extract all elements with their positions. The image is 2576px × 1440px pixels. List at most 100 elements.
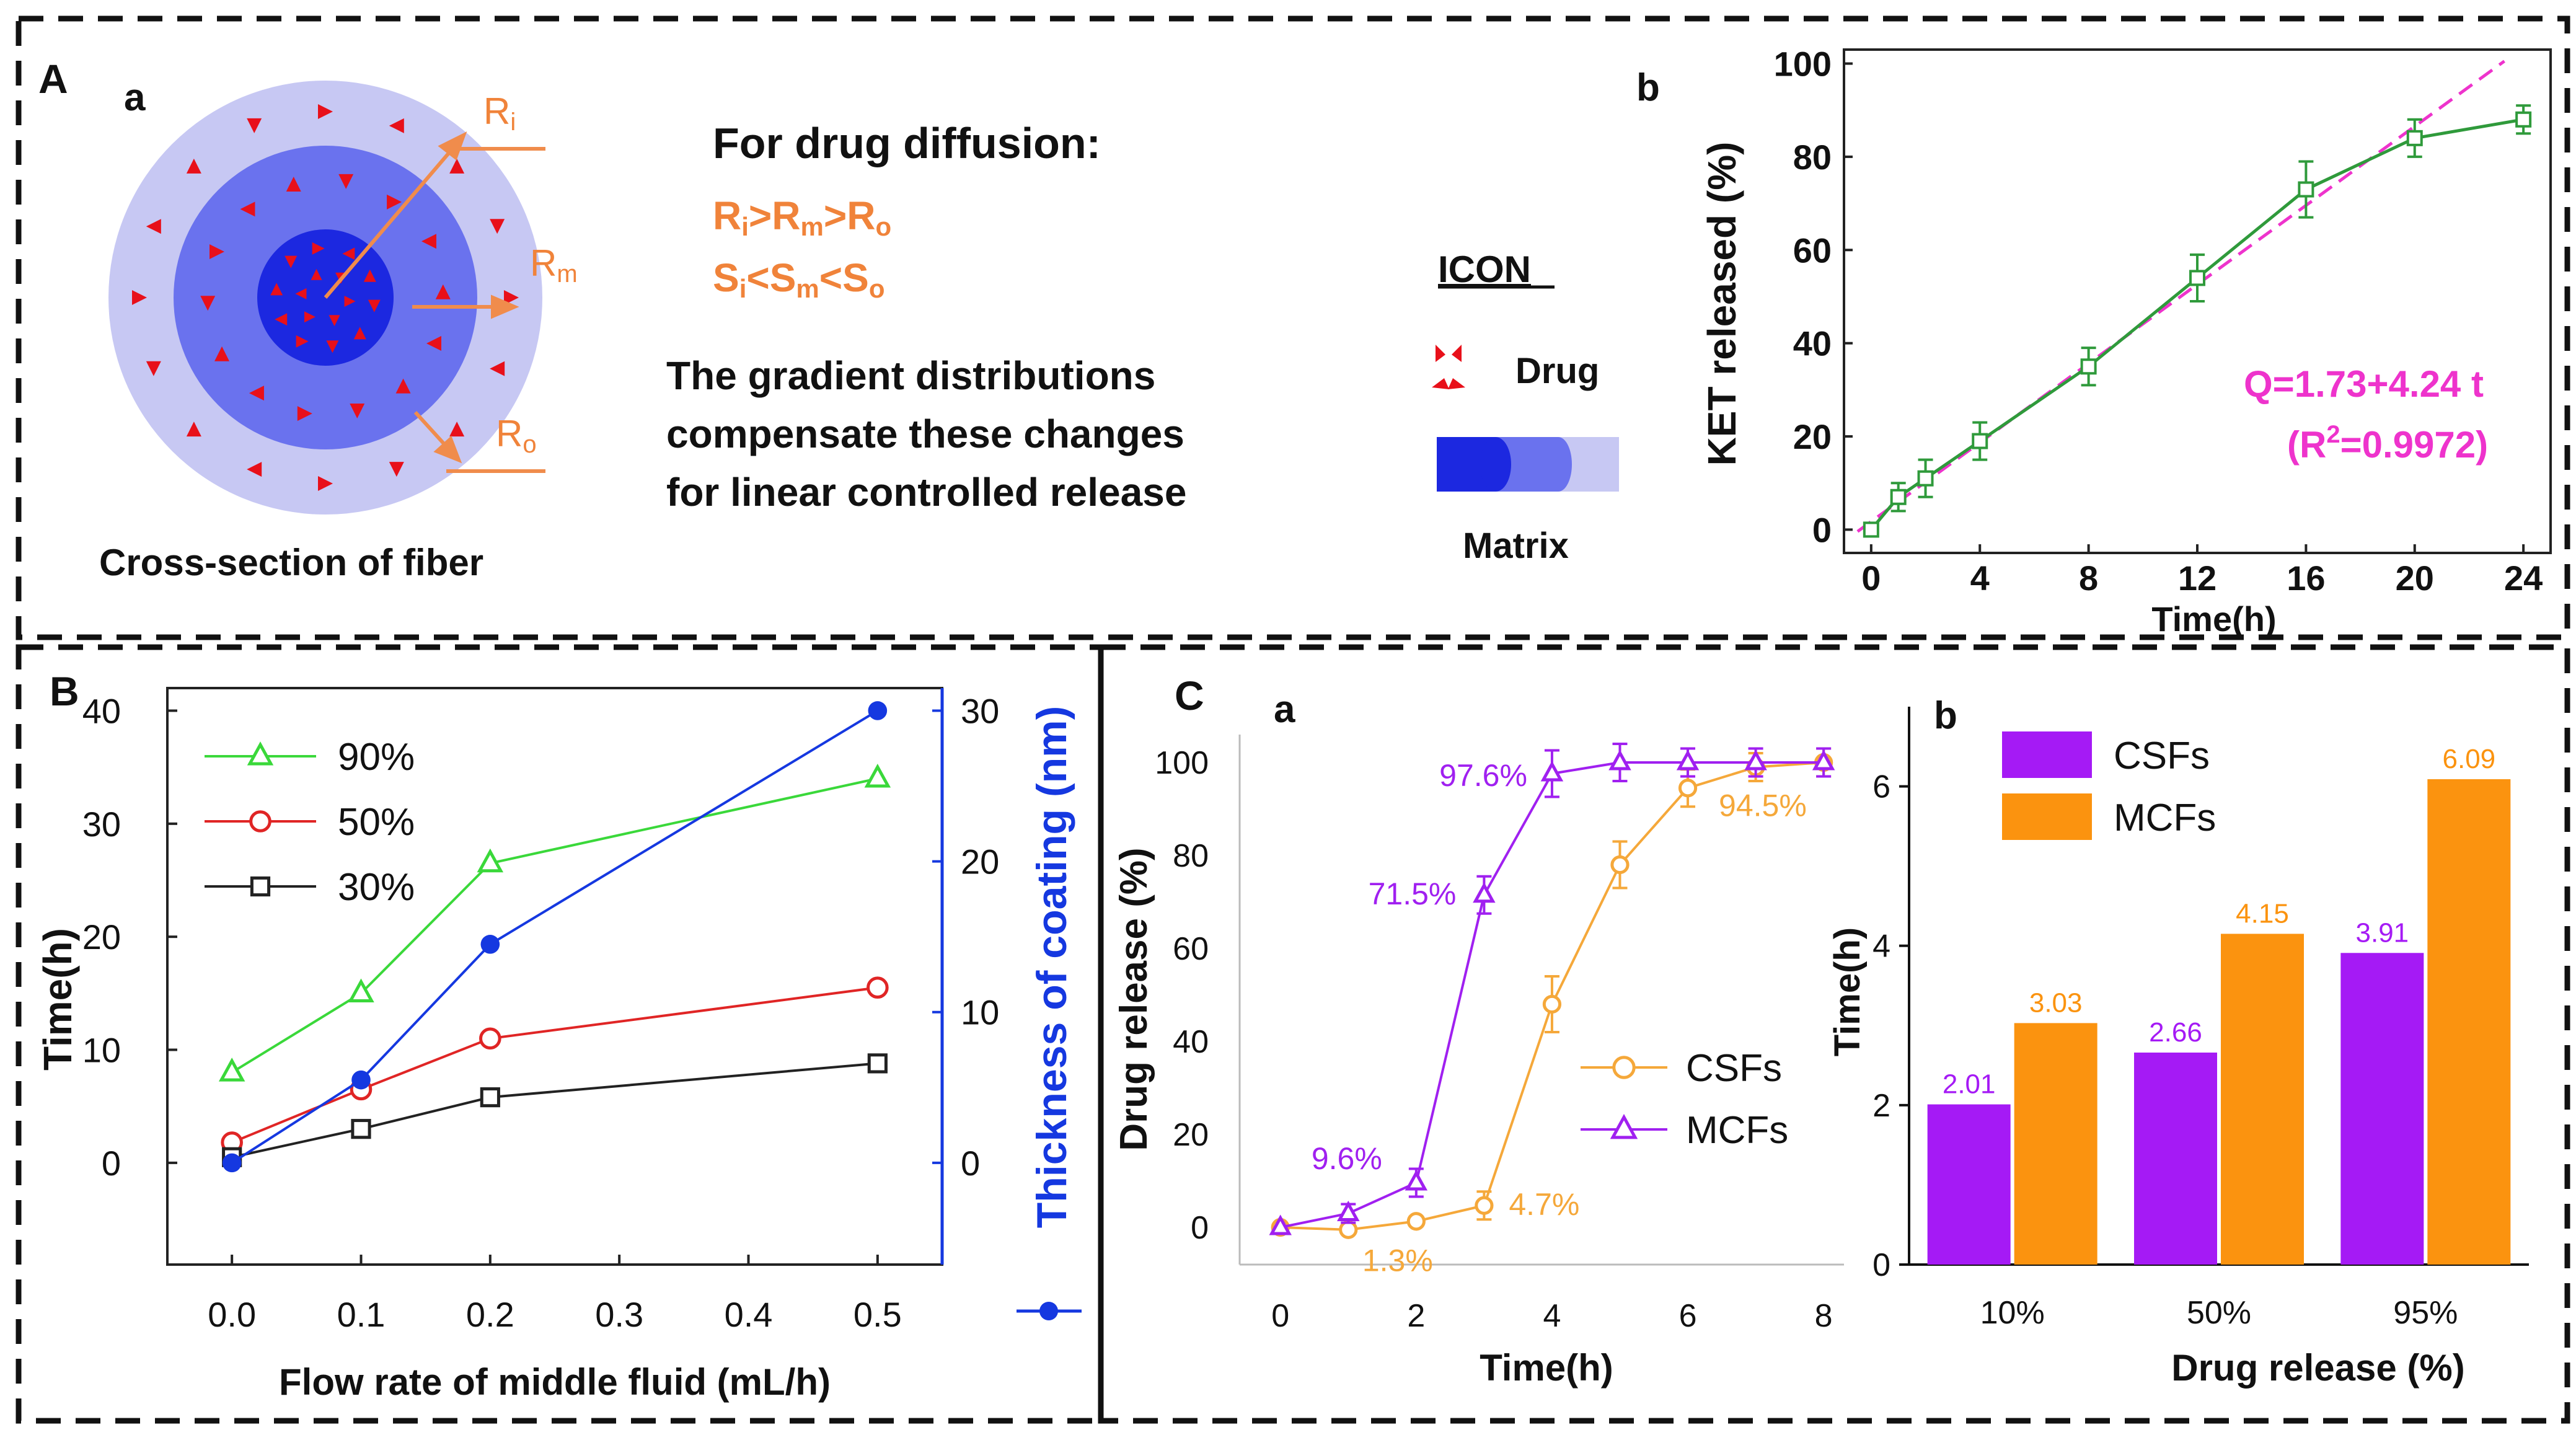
b-xtick-label-2: 0.2 [466, 1295, 514, 1334]
ca-label-csf-2h: 1.3% [1362, 1243, 1433, 1278]
drug-particle-29 [435, 284, 451, 299]
description-line-3: for linear controlled release [666, 470, 1186, 515]
panel-label-B: B [50, 668, 79, 714]
panel-frame-B [15, 644, 1104, 1424]
cb-legend-swatch-0 [2002, 731, 2092, 778]
cb-legend-label-1: MCFs [2114, 797, 2216, 839]
ca-point-1-7 [1744, 749, 1767, 771]
drug-particle-25 [286, 177, 301, 192]
b-point-3-1 [351, 1070, 371, 1090]
ab-xtick-label-6: 24 [2504, 559, 2543, 598]
chart-b-ylabel: Time(h) [35, 928, 80, 1071]
ab-ytick-label-0: 0 [1812, 510, 1832, 549]
cb-bar-0-0 [1927, 1104, 2011, 1265]
ca-label-mcf-2h: 9.6% [1312, 1141, 1382, 1176]
b-xtick-label-3: 0.3 [595, 1295, 643, 1334]
chart-ab-xlabel: Time(h) [2151, 599, 2276, 638]
drug-particle-0 [504, 290, 519, 305]
cb-bar-label-0-1: 2.66 [2149, 1017, 2202, 1048]
radius-rm-label: Rm [530, 242, 578, 288]
diffusion-heading: For drug diffusion: [713, 119, 1101, 167]
b-legend-marker-0 [247, 741, 274, 766]
b-legend-marker-1 [249, 810, 271, 833]
drug-particle-35 [285, 255, 298, 268]
ab-xtick-label-0: 0 [1861, 559, 1881, 598]
ca-point-1-1 [1337, 1200, 1360, 1222]
panel-label-Cb: b [1934, 694, 1957, 737]
cb-bar-label-0-2: 3.91 [2356, 917, 2409, 948]
chart-cb-xlabel: Drug release (%) [2171, 1347, 2465, 1389]
ca-point-0-2 [1406, 1212, 1426, 1231]
ab-point-5 [2189, 270, 2205, 286]
radius-ri-label: Ri [483, 91, 516, 136]
ab-ytick-label-4: 80 [1793, 138, 1832, 177]
b-point-0-3 [864, 764, 891, 788]
ca-point-1-5 [1608, 749, 1631, 771]
ab-xtick-label-4: 16 [2287, 559, 2325, 598]
b-legend-label-2: 30% [338, 866, 415, 909]
chart-b: 0.0 0.1 0.2 0.3 0.4 0.5 0 10 20 30 40 0 10 20 30 90% 50… [35, 687, 1082, 1403]
drug-particle-27 [387, 194, 402, 210]
fiber-cross-section: Ri Rm Ro [108, 81, 578, 515]
drug-particle-2 [449, 422, 465, 437]
b-ytick-label-3: 30 [82, 805, 121, 844]
ab-point-8 [2515, 111, 2532, 128]
ca-point-1-2 [1405, 1170, 1428, 1191]
chart-b-y2-legend-marker [1039, 1302, 1058, 1320]
ca-ytick-label-3: 60 [1173, 931, 1209, 967]
b-y2tick-label-0: 0 [961, 1144, 980, 1183]
ca-point-1-6 [1676, 749, 1700, 771]
chart-b-y2label: Thickness of coating (nm) [1028, 706, 1075, 1229]
b-y2tick-label-1: 10 [961, 993, 999, 1032]
b-point-0-1 [348, 978, 374, 1003]
ca-label-mcf-4h: 97.6% [1439, 758, 1527, 793]
b-point-2-1 [351, 1119, 371, 1139]
drug-particle-40 [329, 315, 340, 327]
b-ytick-label-0: 0 [102, 1144, 121, 1183]
ca-ytick-label-4: 80 [1173, 838, 1209, 874]
chart-ca-xlabel: Time(h) [1480, 1347, 1613, 1389]
cb-bar-label-1-1: 4.15 [2236, 898, 2289, 929]
b-ytick-label-2: 20 [82, 917, 121, 956]
b-xtick-label-1: 0.1 [337, 1295, 386, 1334]
fit-r2: (R2=0.9972) [2287, 421, 2488, 466]
cb-xtick-label-0: 10% [1980, 1295, 2045, 1331]
ca-legend-label-0: CSFs [1686, 1047, 1782, 1090]
ca-label-csf-6h: 94.5% [1719, 788, 1807, 823]
ab-fit-line [1856, 60, 2505, 533]
cb-bar-1-0 [2014, 1023, 2097, 1265]
b-xtick-label-5: 0.5 [854, 1295, 902, 1334]
b-series-line-0 [231, 777, 878, 1074]
ca-point-1-0 [1269, 1214, 1292, 1235]
b-ytick-label-4: 40 [82, 691, 121, 730]
description-line-2: compensate these changes [666, 412, 1184, 456]
ca-label-csf-3h: 4.7% [1509, 1187, 1579, 1222]
ca-ytick-label-1: 20 [1173, 1117, 1209, 1153]
panel-label-Ab: b [1636, 66, 1660, 109]
fiber-caption: Cross-section of fiber [99, 542, 483, 583]
ca-xtick-label-4: 8 [1815, 1298, 1833, 1334]
ab-ytick-label-1: 20 [1793, 417, 1832, 456]
b-legend-marker-2 [250, 876, 271, 897]
ca-point-0-3 [1475, 1196, 1494, 1215]
drug-particle-12 [318, 104, 333, 119]
drug-particle-10 [186, 158, 201, 174]
drug-particle-23 [209, 244, 224, 260]
cb-bar-0-2 [2340, 953, 2424, 1265]
chart-ca-ylabel: Drug release (%) [1113, 847, 1155, 1151]
ca-point-1-8 [1812, 749, 1835, 771]
chart-b-frame [166, 687, 943, 1266]
ca-xtick-label-2: 4 [1543, 1298, 1561, 1334]
b-ytick-label-1: 10 [82, 1031, 121, 1070]
ca-ytick-label-2: 40 [1173, 1024, 1209, 1060]
panel-label-C: C [1175, 673, 1204, 718]
drug-particle-42 [295, 288, 307, 299]
cb-bar-label-0-0: 2.01 [1943, 1069, 1996, 1100]
legend-drug-label: Drug [1515, 351, 1599, 391]
b-point-3-0 [222, 1153, 242, 1173]
b-point-1-3 [867, 976, 889, 999]
cb-ytick-label-2: 4 [1872, 929, 1890, 965]
chart-cb-ylabel: Time(h) [1827, 927, 1868, 1056]
ca-ytick-label-0: 0 [1191, 1210, 1209, 1246]
drug-particle-34 [270, 283, 283, 296]
